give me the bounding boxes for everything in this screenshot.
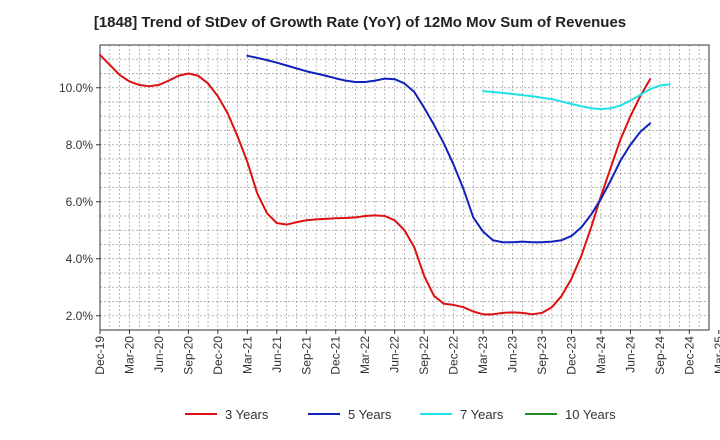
y-tick-label: 6.0% bbox=[66, 195, 94, 209]
x-tick-label: Dec-23 bbox=[564, 336, 578, 375]
x-tick-label: Sep-20 bbox=[181, 336, 195, 375]
x-tick-label: Dec-21 bbox=[329, 336, 343, 375]
x-tick-label: Jun-21 bbox=[270, 336, 284, 373]
x-tick-label: Jun-20 bbox=[152, 336, 166, 373]
x-tick-label: Dec-19 bbox=[93, 336, 107, 375]
grid-lines bbox=[100, 45, 709, 330]
x-tick-label: Jun-22 bbox=[388, 336, 402, 373]
x-tick-label: Sep-22 bbox=[417, 336, 431, 375]
x-tick-label: Mar-24 bbox=[594, 336, 608, 374]
x-tick-label: Sep-21 bbox=[299, 336, 313, 375]
y-tick-label: 2.0% bbox=[66, 309, 94, 323]
series-line-5-years bbox=[246, 54, 652, 244]
legend: 3 Years 5 Years 7 Years 10 Years bbox=[185, 407, 616, 422]
x-tick-label: Mar-20 bbox=[122, 336, 136, 374]
series-line-7-years bbox=[482, 83, 671, 111]
series-line-3-years bbox=[99, 53, 652, 316]
y-tick-label: 8.0% bbox=[66, 138, 94, 152]
x-tick-label: Mar-25 bbox=[712, 336, 720, 374]
x-tick-label: Sep-23 bbox=[535, 336, 549, 375]
y-tick-label: 10.0% bbox=[59, 81, 93, 95]
series-lines bbox=[99, 53, 671, 316]
x-tick-label: Jun-24 bbox=[623, 336, 637, 373]
y-tick-label: 4.0% bbox=[66, 252, 94, 266]
chart-title: [1848] Trend of StDev of Growth Rate (Yo… bbox=[93, 14, 627, 31]
x-tick-label: Dec-22 bbox=[447, 336, 461, 375]
x-tick-label: Sep-24 bbox=[653, 336, 667, 375]
x-tick-label: Mar-23 bbox=[476, 336, 490, 374]
plot-frame bbox=[99, 44, 710, 331]
legend-label-5-years: 5 Years bbox=[348, 407, 392, 422]
x-tick-label: Mar-21 bbox=[240, 336, 254, 374]
x-tick-label: Jun-23 bbox=[506, 336, 520, 373]
legend-label-10-years: 10 Years bbox=[565, 407, 616, 422]
x-tick-label: Dec-24 bbox=[682, 336, 696, 375]
y-axis-ticks: 2.0% 4.0% 6.0% 8.0% 10.0% bbox=[59, 81, 100, 323]
x-axis-ticks: Dec-19 Mar-20 Jun-20 Sep-20 Dec-20 Mar-21 Jun-… bbox=[93, 330, 720, 375]
x-tick-label: Mar-22 bbox=[358, 336, 372, 374]
plot-border bbox=[99, 44, 710, 331]
legend-label-3-years: 3 Years bbox=[225, 407, 269, 422]
legend-label-7-years: 7 Years bbox=[460, 407, 504, 422]
x-tick-label: Dec-20 bbox=[211, 336, 225, 375]
